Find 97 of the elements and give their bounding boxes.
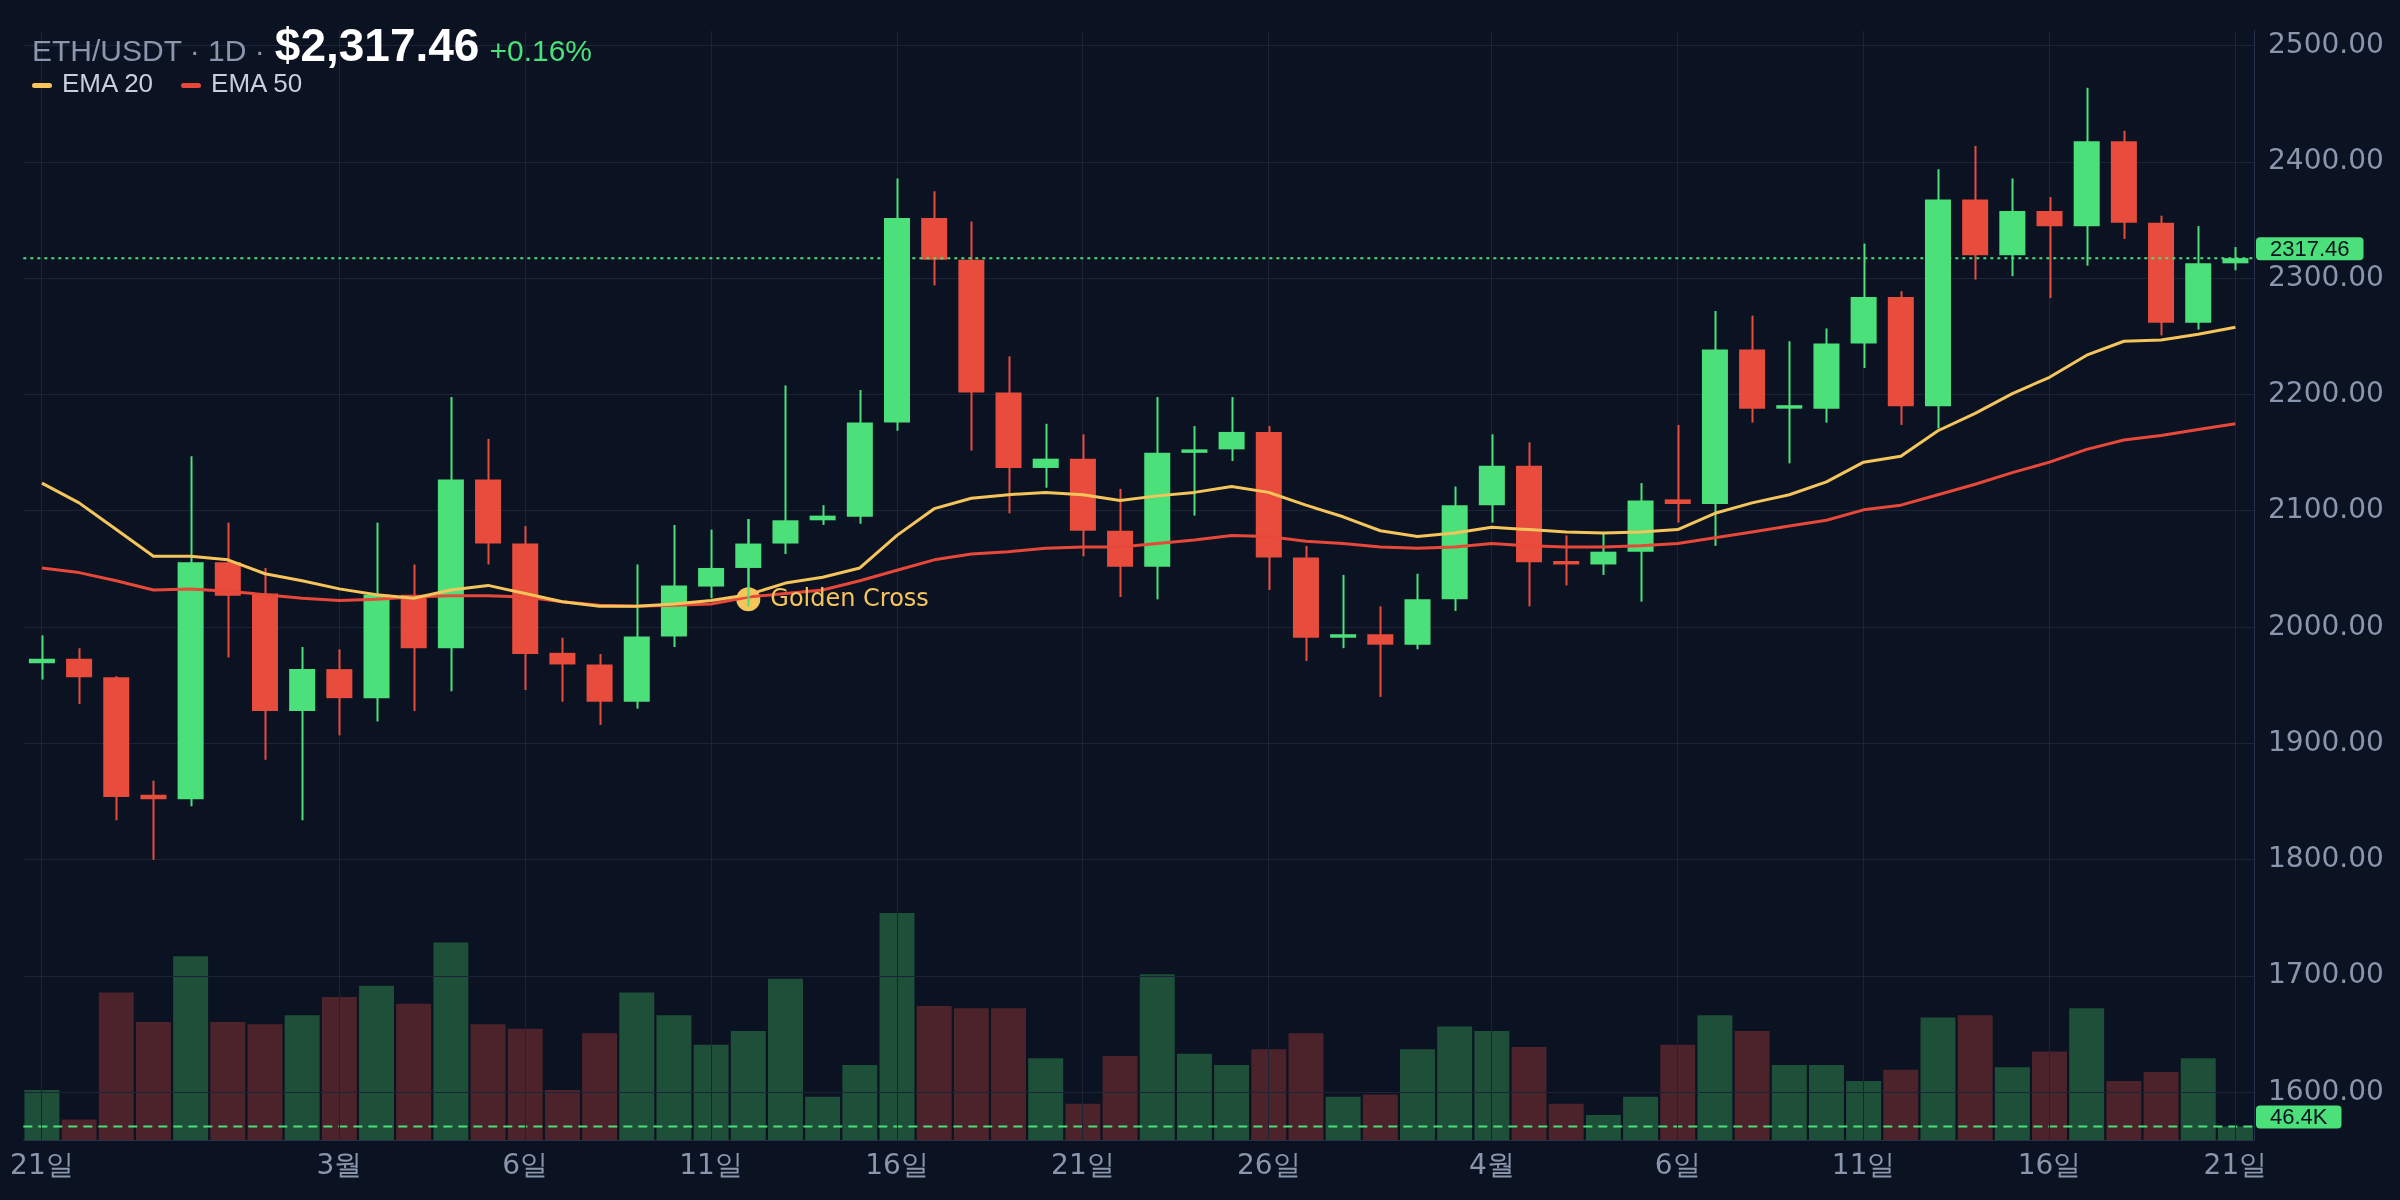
bar xyxy=(135,1021,171,1140)
candlestick xyxy=(549,636,576,703)
bar xyxy=(730,1031,766,1140)
bar xyxy=(1474,1031,1510,1140)
bar xyxy=(768,978,803,1140)
bar xyxy=(1028,1058,1064,1140)
candlestick xyxy=(2036,196,2063,300)
ref-line-label: 2317.46 xyxy=(2270,235,2350,261)
bar xyxy=(953,1008,989,1140)
series-label: Golden Cross xyxy=(770,583,929,612)
candlestick xyxy=(1032,422,1059,489)
bar xyxy=(2106,1080,2142,1140)
bar xyxy=(1771,1065,1807,1140)
x-tick-label: 26일 xyxy=(1236,1148,1301,1182)
x-tick-label: 16일 xyxy=(2017,1148,2082,1182)
bar xyxy=(1102,1056,1138,1140)
bar xyxy=(656,1015,692,1140)
bar xyxy=(1920,1017,1956,1140)
bar xyxy=(991,1008,1027,1140)
candlestick xyxy=(1664,423,1691,524)
y-tick-label: 2300.00 xyxy=(2268,259,2384,293)
bar xyxy=(1511,1046,1547,1140)
bar xyxy=(1623,1096,1659,1140)
bar xyxy=(359,985,394,1140)
x-tick-label: 21일 xyxy=(1051,1148,1115,1182)
y-tick-label: 2000.00 xyxy=(2268,608,2384,642)
candlestick xyxy=(772,384,799,556)
y-tick-label: 1900.00 xyxy=(2268,724,2384,758)
bar xyxy=(1697,1015,1733,1140)
bar xyxy=(2032,1051,2067,1140)
y-tick-label: 1800.00 xyxy=(2268,841,2384,875)
bar xyxy=(1957,1015,1993,1140)
bar xyxy=(210,1021,246,1140)
legend-label: EMA 50 xyxy=(211,68,303,98)
x-tick-label: 6일 xyxy=(502,1148,549,1182)
bar xyxy=(879,913,915,1140)
bar xyxy=(396,1003,432,1140)
x-tick-label: 3월 xyxy=(316,1148,363,1182)
x-tick-label: 21일 xyxy=(2203,1148,2268,1182)
bar xyxy=(1808,1065,1844,1140)
bar xyxy=(544,1090,580,1140)
bar xyxy=(582,1033,618,1140)
bar xyxy=(1994,1067,2030,1140)
bar xyxy=(173,956,209,1140)
bar xyxy=(61,1119,97,1140)
bar xyxy=(2180,1058,2216,1140)
bar xyxy=(1548,1103,1584,1140)
bar xyxy=(1883,1069,1919,1140)
bar xyxy=(1139,974,1175,1140)
bar xyxy=(247,1024,283,1140)
chart-subtitle: $2,317.46 xyxy=(274,19,480,71)
bar xyxy=(1437,1026,1473,1140)
candlestick xyxy=(1181,425,1208,517)
bar xyxy=(1846,1080,1882,1140)
bar xyxy=(284,1015,320,1140)
bar xyxy=(1214,1065,1250,1140)
bar xyxy=(507,1028,543,1140)
x-tick-label: 21일 xyxy=(10,1148,74,1182)
candlestick xyxy=(1330,573,1357,650)
bar xyxy=(1660,1044,1696,1140)
bar xyxy=(1325,1096,1361,1140)
bar xyxy=(916,1006,952,1140)
bar xyxy=(98,992,134,1140)
bar xyxy=(2217,1126,2253,1140)
bar xyxy=(470,1024,506,1140)
legend-label: EMA 20 xyxy=(62,68,154,98)
x-tick-label: 6일 xyxy=(1654,1148,1701,1182)
bar xyxy=(693,1044,729,1140)
bar xyxy=(1065,1103,1101,1140)
candlestick xyxy=(1367,605,1394,699)
bar xyxy=(1362,1094,1398,1140)
y-tick-label: 2100.00 xyxy=(2268,492,2384,526)
x-tick-label: 11일 xyxy=(1831,1148,1896,1182)
y-tick-label: 2500.00 xyxy=(2268,27,2384,61)
y-tick-label: 2200.00 xyxy=(2268,376,2384,409)
y-tick-label: 1700.00 xyxy=(2268,957,2384,991)
annotation: +0.16% xyxy=(489,34,593,67)
bar xyxy=(842,1065,878,1140)
y-tick-label: 2400.00 xyxy=(2268,143,2384,177)
bar xyxy=(1400,1049,1435,1140)
chart-title: ETH/USDT · 1D · xyxy=(32,34,265,67)
candlestick xyxy=(1776,340,1803,465)
bar xyxy=(1288,1033,1324,1140)
x-tick-label: 4월 xyxy=(1468,1148,1515,1182)
bar xyxy=(24,1090,60,1140)
x-tick-label: 11일 xyxy=(679,1148,743,1182)
bar xyxy=(1734,1031,1770,1140)
bar xyxy=(321,996,357,1140)
bar xyxy=(1585,1115,1621,1140)
bar xyxy=(619,992,655,1140)
bar xyxy=(1251,1049,1287,1140)
bar xyxy=(2143,1071,2179,1140)
x-tick-label: 16일 xyxy=(865,1148,929,1182)
bar xyxy=(2069,1008,2105,1140)
bar xyxy=(805,1096,841,1140)
bar xyxy=(1176,1053,1212,1140)
bar xyxy=(433,942,469,1140)
